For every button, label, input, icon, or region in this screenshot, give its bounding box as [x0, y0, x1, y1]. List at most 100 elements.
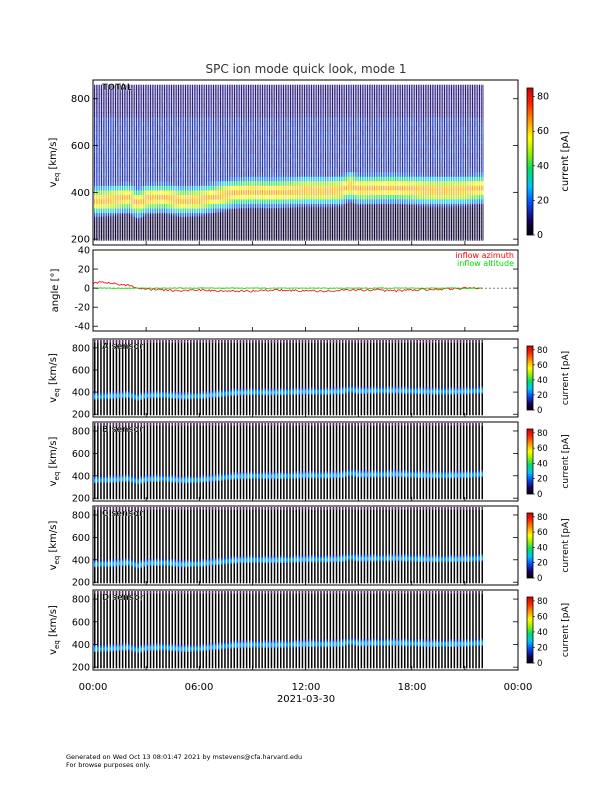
spectrogram-cell	[311, 116, 312, 122]
spectrogram-cell	[211, 162, 213, 168]
spectrogram-cell	[115, 208, 116, 214]
spectrogram-cell	[276, 84, 277, 90]
spectrogram-cell	[206, 98, 207, 104]
spectrogram-cell	[251, 93, 253, 99]
spectrogram-cell	[137, 162, 139, 168]
spectrogram-cell	[321, 185, 323, 191]
spectrogram-cell	[269, 112, 270, 118]
spectrogram-cell	[297, 84, 298, 90]
spectrogram-cell	[130, 121, 132, 127]
spectrogram-cell	[225, 157, 227, 163]
spectrogram-cell	[227, 167, 228, 173]
spectrogram-cell	[164, 203, 165, 209]
spectrogram-cell	[277, 180, 279, 186]
spectrogram-cell	[139, 162, 141, 168]
spectrogram-cell	[253, 107, 255, 113]
spectrogram-cell	[302, 144, 304, 150]
spectrogram-cell	[258, 162, 260, 168]
spectrogram-cell	[197, 107, 199, 113]
spectrogram-cell	[186, 203, 188, 209]
spectrogram-cell	[116, 107, 118, 113]
spectrogram-cell	[255, 190, 256, 195]
spectrogram-cell	[130, 185, 132, 191]
spectrogram-cell	[141, 162, 143, 168]
spectrogram-cell	[297, 98, 298, 104]
spectrogram-cell	[291, 153, 293, 159]
spectrogram-cell	[188, 93, 190, 99]
spectrogram-cell	[132, 121, 134, 127]
spectrogram-cell	[185, 144, 186, 150]
spectrogram-cell	[291, 112, 293, 118]
spectrogram-cell	[251, 180, 253, 186]
spectrogram-cell	[293, 148, 295, 154]
spectrogram-cell	[162, 148, 164, 154]
spectrogram-cell	[97, 162, 99, 168]
spectrogram-cell	[311, 112, 312, 118]
spectrogram-cell	[227, 84, 228, 90]
spectrogram-cell	[335, 130, 337, 136]
spectrogram-cell	[178, 125, 179, 131]
spectrogram-cell	[267, 135, 269, 140]
spectrogram-cell	[116, 162, 118, 168]
spectrogram-cell	[169, 203, 171, 209]
spectrogram-cell	[120, 135, 122, 140]
spectrogram-cell	[113, 107, 115, 113]
spectrogram-cell	[274, 93, 276, 99]
spectrogram-column	[283, 84, 284, 241]
spectrogram-cell	[113, 199, 115, 205]
spectrogram-cell	[183, 144, 185, 150]
spectrogram-cell	[316, 112, 318, 118]
spectrogram-cell	[225, 121, 227, 127]
spectrogram-cell	[293, 112, 295, 118]
spectrogram-cell	[143, 112, 144, 118]
spectrogram-cell	[136, 203, 137, 209]
spectrogram-cell	[136, 171, 137, 177]
spectrogram-cell	[221, 107, 223, 113]
spectrogram-cell	[164, 167, 165, 173]
spectrogram-column	[221, 84, 223, 241]
spectrogram-low-tail	[116, 214, 118, 240]
spectrogram-cell	[230, 199, 232, 205]
spectrogram-cell	[190, 103, 192, 108]
spectrogram-cell	[213, 103, 214, 108]
spectrogram-cell	[239, 171, 241, 177]
spectrogram-cell	[223, 171, 225, 177]
spectrogram-cell	[118, 84, 120, 90]
spectrogram-cell	[272, 130, 274, 136]
spectrogram-cell	[328, 148, 330, 154]
spectrogram-cell	[209, 84, 211, 90]
spectrogram-cell	[181, 194, 183, 200]
spectrogram-cell	[244, 144, 246, 150]
spectrogram-column	[94, 84, 95, 241]
spectrogram-cell	[281, 194, 283, 200]
spectrogram-cell	[269, 98, 270, 104]
spectrogram-cell	[118, 139, 120, 145]
spectrogram-cell	[297, 157, 298, 163]
spectrogram-cell	[297, 153, 298, 159]
spectrogram-cell	[102, 84, 104, 90]
spectrogram-cell	[307, 199, 309, 205]
spectrogram-low-tail	[318, 206, 319, 240]
spectrogram-cell	[284, 103, 286, 108]
spectrogram-cell	[181, 112, 183, 118]
spectrogram-cell	[248, 180, 249, 186]
spectrogram-cell	[109, 203, 111, 209]
spectrogram-cell	[330, 107, 332, 113]
spectrogram-cell	[332, 121, 333, 127]
spectrogram-cell	[253, 190, 255, 195]
spectrogram-cell	[239, 180, 241, 186]
spectrogram-cell	[195, 107, 197, 113]
spectrogram-cell	[122, 180, 123, 186]
spectrogram-cell	[109, 180, 111, 186]
spectrogram-cell	[302, 203, 304, 209]
spectrogram-cell	[122, 176, 123, 182]
spectrogram-cell	[97, 144, 99, 150]
spectrogram-cell	[302, 194, 304, 200]
spectrogram-cell	[286, 98, 288, 104]
spectrogram-cell	[283, 107, 284, 113]
spectrogram-cell	[318, 176, 319, 182]
spectrogram-cell	[129, 190, 130, 195]
spectrogram-cell	[118, 153, 120, 159]
spectrogram-cell	[241, 89, 242, 95]
spectrogram-cell	[253, 162, 255, 168]
